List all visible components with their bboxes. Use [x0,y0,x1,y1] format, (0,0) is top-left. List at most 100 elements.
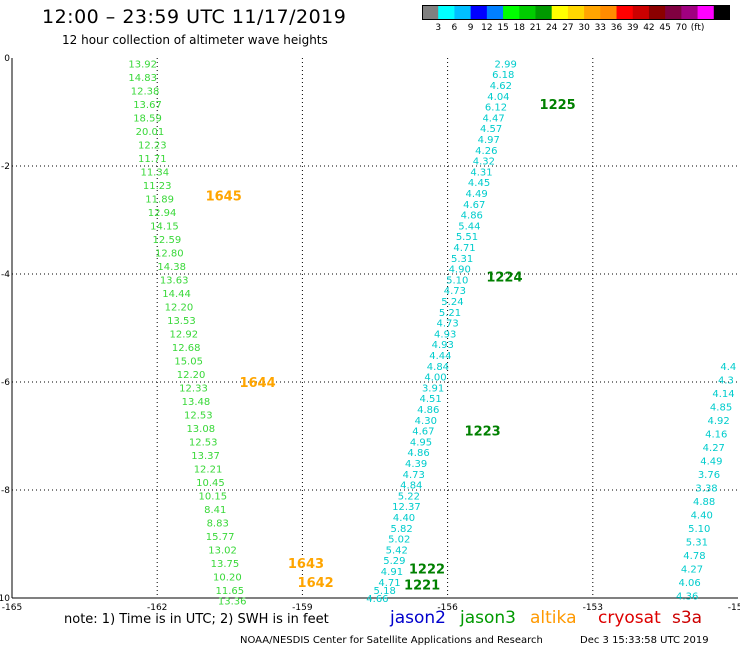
pass-time-label: 1225 [540,98,576,113]
color-scale-label: 24 [545,23,558,33]
color-scale-labels: 3 6 9 12 15 18 21 24 27 30 33 36 39 42 45 70 (ft) [422,23,740,37]
wave-height-value: 4.73 [403,470,425,481]
x-tick-label: -162 [147,603,167,613]
wave-height-value: 13.37 [191,451,220,462]
wave-height-value: 13.63 [160,275,189,286]
color-scale-label: 15 [497,23,509,33]
wave-height-value: 12.80 [155,248,184,259]
color-scale-label: 9 [467,23,474,33]
wave-height-value: 4.40 [691,510,713,521]
wave-height-value: 13.36 [218,597,247,608]
wave-height-value: 4.93 [432,340,454,351]
wave-height-value: 5.18 [374,586,396,597]
wave-height-value: 4.78 [683,551,705,562]
color-scale-label: 30 [578,23,590,33]
wave-height-value: 4.45 [468,178,490,189]
y-tick-label: 0 [4,54,10,64]
x-tick-label: -159 [292,603,313,613]
wave-height-value: 4.71 [453,243,475,254]
wave-height-value: 4.92 [708,416,730,427]
satellite-legend-jason3: jason3 [460,608,516,628]
wave-height-value: 4.30 [415,416,437,427]
wave-height-value: 12.92 [169,329,198,340]
wave-height-value: 11.65 [215,586,244,597]
wave-height-value: 11.89 [145,194,174,205]
wave-height-value: 14.44 [162,289,191,300]
wave-height-value: 12.53 [189,437,218,448]
wave-height-value: 5.31 [686,537,708,548]
color-swatch [681,5,699,20]
wave-height-value: 4.93 [434,329,456,340]
wave-height-value: 5.24 [441,297,463,308]
wave-height-value: 4.36 [676,591,698,602]
color-scale-label: 33 [594,23,607,33]
wave-height-value: 12.21 [194,464,223,475]
wave-height-value: 4.32 [473,157,495,168]
y-tick-label: -4 [1,270,10,280]
color-scale-border [422,5,730,20]
wave-height-value: 4.14 [712,389,734,400]
wave-height-value: 4.66 [366,594,388,605]
wave-height-value: 11.71 [138,154,167,165]
wave-height-value: 6.12 [485,103,507,114]
footer-note: note: 1) Time is in UTC; 2) SWH is in fe… [64,612,329,627]
color-swatch [632,5,650,20]
color-scale-label: 42 [643,23,655,33]
wave-height-value: 4.44 [429,351,451,362]
color-scale-label: 6 [451,23,458,33]
wave-height-value: 6.18 [492,70,514,81]
wave-height-value: 4.97 [478,135,500,146]
wave-height-value: 11.34 [140,167,169,178]
wave-height-value: 3.91 [422,383,444,394]
wave-height-value: 8.83 [207,518,229,529]
wave-height-value: 5.51 [456,232,478,243]
color-scale-label: 3 [435,23,442,33]
wave-height-value: 4.62 [490,81,512,92]
wave-height-value: 13.67 [133,100,162,111]
wave-height-value: 4.85 [710,402,732,413]
color-swatch [713,5,730,20]
wave-height-value: 5.22 [398,491,420,502]
wave-height-value: 8.41 [204,505,226,516]
wave-height-value: 4.39 [405,459,427,470]
wave-height-value: 5.44 [458,221,480,232]
pass-time-label: 1645 [206,190,242,205]
satellite-legend-altika: altika [530,608,577,628]
wave-height-value: 12.53 [184,410,213,421]
wave-height-value: 4.57 [480,124,502,135]
wave-height-value: 4.88 [693,497,715,508]
satellite-legend-jason2: jason2 [390,608,446,628]
wave-height-value: 4.16 [705,429,727,440]
wave-height-value: 4.84 [400,481,422,492]
color-scale-bar [422,5,730,20]
color-scale-label: 70 [675,23,688,33]
color-scale-label: 45 [659,23,671,33]
x-tick-label: -165 [2,603,22,613]
color-swatch [665,5,682,20]
pass-time-label: 1222 [409,562,445,577]
wave-height-value: 12.37 [392,502,421,513]
pass-time-label: 1221 [404,579,440,594]
wave-height-value: 4.91 [381,567,403,578]
wave-height-value: 11.23 [143,181,172,192]
wave-height-value: 12.59 [153,235,182,246]
wave-height-value: 12.20 [165,302,194,313]
wave-height-value: 4.47 [482,113,504,124]
wave-height-value: 10.15 [199,491,228,502]
wave-height-value: 12.68 [172,343,201,354]
wave-height-value: 4.00 [424,373,446,384]
wave-height-value: 4.06 [678,578,700,589]
wave-height-value: 5.31 [451,254,473,265]
page-subtitle: 12 hour collection of altimeter wave hei… [62,33,328,47]
wave-height-value: 4.27 [681,564,703,575]
x-tick-label: -150 [728,603,740,613]
wave-height-value: 5.10 [688,524,710,535]
color-scale-label: 21 [529,23,542,33]
wave-height-value: 12.33 [179,383,208,394]
y-tick-label: -10 [0,594,10,604]
wave-height-value: 5.02 [388,535,410,546]
wave-height-value: 2.99 [495,59,517,70]
data-points: 13.92 14.83 12.38 13.67 18.59 20.01 12.23 11.71… [128,59,736,607]
wave-height-value: 3.38 [695,483,717,494]
